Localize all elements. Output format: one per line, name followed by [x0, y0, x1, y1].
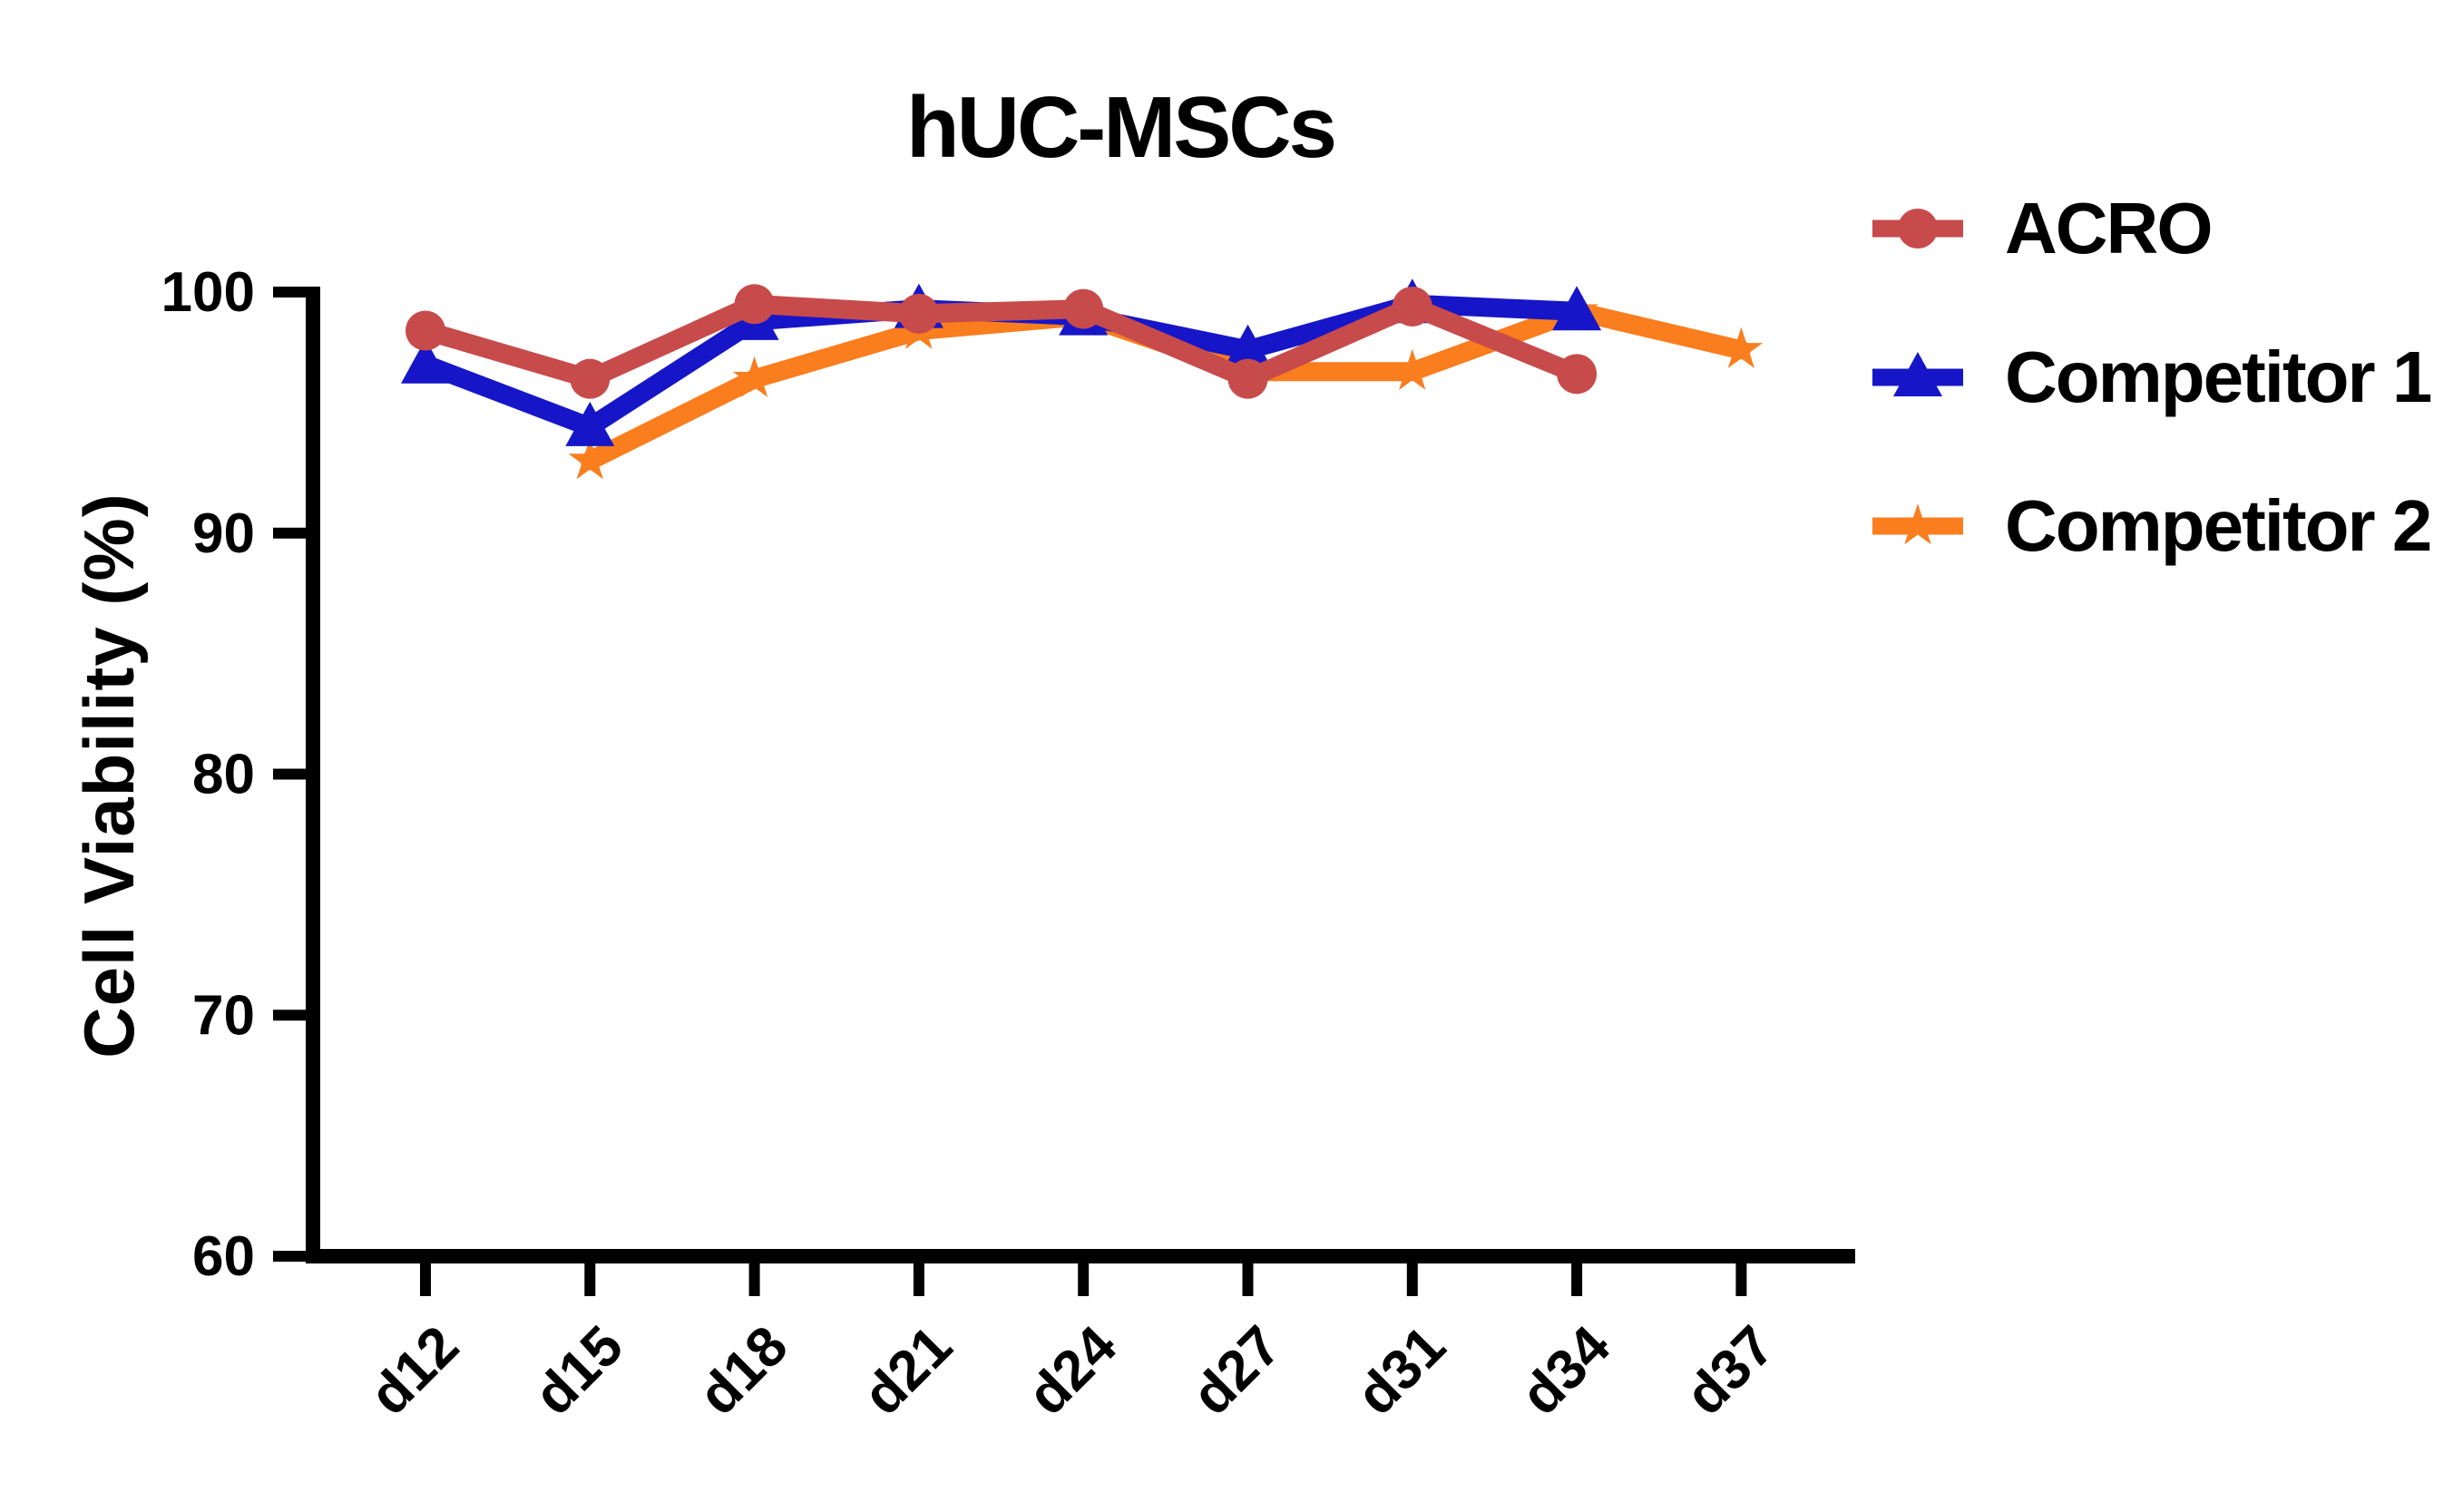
- marker-triangle: [1223, 324, 1273, 369]
- x-tick-label: d15: [523, 1314, 635, 1427]
- star-icon: [1896, 503, 1940, 545]
- legend-swatch: [1872, 503, 1963, 545]
- marker-circle: [734, 284, 775, 325]
- y-tick-label: 70: [192, 984, 255, 1047]
- x-tick-label: d34: [1510, 1314, 1623, 1428]
- legend-label: Competitor 2: [2005, 485, 2432, 566]
- legend-item: Competitor 1: [1871, 336, 2432, 419]
- marker-star: [732, 356, 777, 397]
- legend-swatch: [1872, 209, 1963, 249]
- marker-star: [1719, 327, 1764, 368]
- legend-label: Competitor 1: [2005, 337, 2432, 417]
- marker-triangle: [1552, 286, 1602, 331]
- circle-icon: [1898, 209, 1938, 249]
- legend: ACRO Competitor 1 Competitor 2: [1871, 187, 2432, 568]
- x-tick-label: d18: [687, 1314, 799, 1427]
- x-tick-label: d27: [1180, 1314, 1293, 1427]
- y-tick-label: 100: [161, 261, 255, 324]
- y-tick-label: 60: [192, 1225, 255, 1288]
- axis-line: [306, 287, 1855, 1263]
- series-line: [415, 294, 1587, 389]
- marker-circle: [898, 293, 939, 334]
- chart-title: hUC-MSCs: [906, 79, 1337, 176]
- legend-item: ACRO: [1871, 187, 2430, 270]
- marker-star: [1391, 348, 1434, 390]
- x-tick-label: d37: [1674, 1314, 1786, 1427]
- x-tick-label: d21: [851, 1314, 963, 1427]
- x-tick-label: d24: [1016, 1314, 1129, 1428]
- marker-circle: [1063, 288, 1104, 329]
- legend-item: Competitor 2: [1871, 484, 2432, 568]
- legend-label: ACRO: [2005, 188, 2214, 268]
- marker-star: [568, 438, 612, 480]
- x-tick-label: d31: [1344, 1314, 1457, 1427]
- marker-circle: [406, 310, 445, 351]
- marker-triangle: [401, 338, 450, 384]
- x-tick-label: d12: [358, 1314, 471, 1427]
- y-tick-label: 90: [192, 502, 255, 565]
- marker-circle: [1227, 358, 1268, 399]
- marker-triangle: [565, 401, 615, 446]
- legend-swatch: [1872, 352, 1963, 396]
- marker-circle: [1557, 354, 1598, 395]
- y-tick-label: 80: [192, 744, 255, 806]
- marker-circle: [1392, 286, 1432, 327]
- triangle-icon: [1893, 352, 1942, 396]
- marker-circle: [570, 358, 611, 399]
